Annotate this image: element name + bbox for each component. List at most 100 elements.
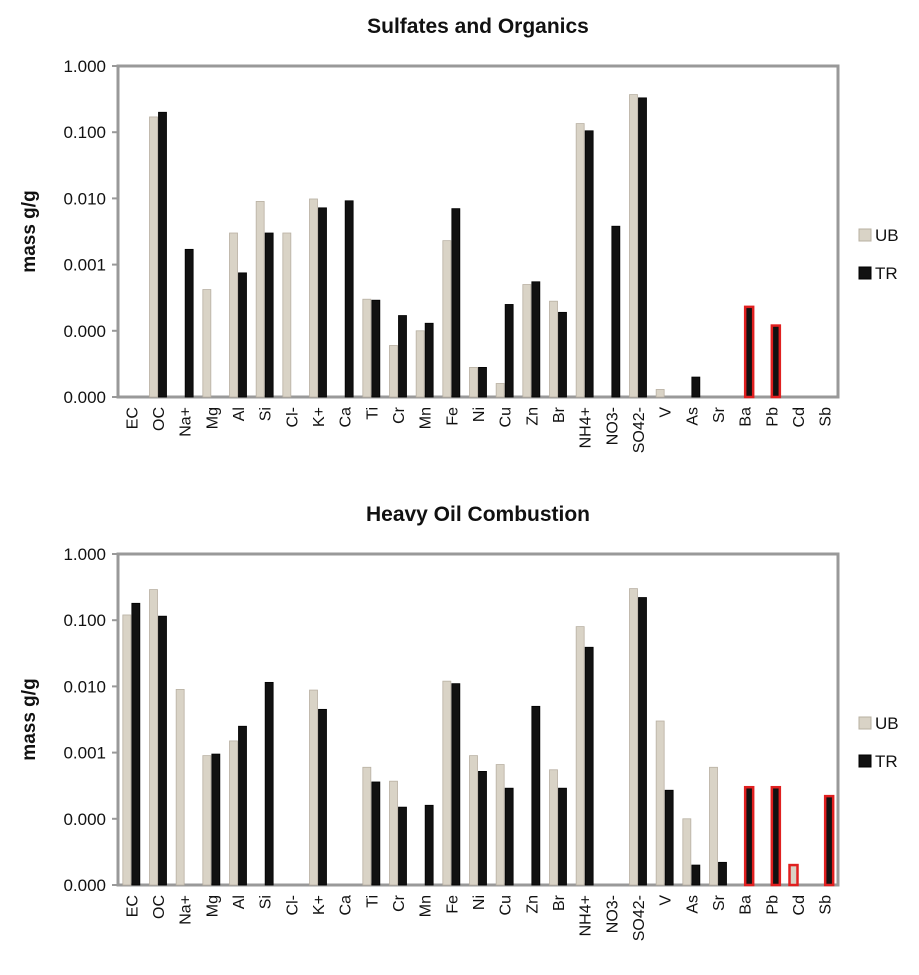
bar-tr-mg	[211, 753, 221, 886]
bar-ub-br	[549, 300, 558, 398]
bar-ub-sr	[709, 766, 718, 886]
bar-ub-si	[255, 201, 265, 398]
bar-tr-as	[691, 864, 701, 886]
bar-tr-so42	[638, 597, 647, 886]
x-tick-label: Pb	[764, 407, 781, 427]
x-tick-label: Cu	[498, 895, 515, 915]
bar-ub-mg	[202, 289, 212, 398]
x-tick-label: SO42-	[631, 895, 648, 941]
bar-tr-v	[664, 789, 674, 886]
x-tick-label: Ni	[471, 895, 488, 910]
bar-ub-k	[309, 689, 318, 886]
x-tick-label: Ca	[338, 407, 355, 428]
x-tick-label: EC	[124, 407, 141, 429]
y-tick-label: 0.000	[63, 322, 106, 341]
legend-swatch-tr	[858, 266, 872, 280]
x-tick-label: Cl-	[284, 895, 301, 915]
y-tick-label: 1.000	[63, 57, 106, 76]
legend-swatch-ub	[858, 716, 872, 730]
bar-ub-as	[682, 818, 692, 886]
x-tick-label: OC	[151, 895, 168, 919]
x-tick-label: Cr	[391, 406, 408, 424]
chart-title: Sulfates and Organics	[367, 15, 589, 38]
x-tick-label: Ca	[338, 895, 355, 916]
legend-label-ub: UB	[875, 714, 899, 733]
x-tick-label: V	[658, 895, 675, 906]
x-tick-label: Si	[258, 895, 275, 909]
y-tick-label: 0.000	[63, 810, 106, 829]
bar-tr-cu	[504, 304, 514, 398]
bar-ub-ni	[469, 755, 478, 886]
x-tick-label: OC	[151, 407, 168, 431]
bar-tr-br	[558, 787, 567, 886]
bar-ub-ec	[122, 614, 132, 886]
x-tick-label: Mn	[418, 895, 435, 917]
bar-tr-al	[238, 725, 247, 886]
bar-ub-so42	[629, 94, 638, 398]
x-tick-label: Mg	[204, 407, 221, 429]
bar-tr-no3	[611, 225, 621, 398]
bar-ub-v	[655, 720, 665, 886]
bar-ub-ti	[362, 298, 372, 398]
bar-tr-k	[318, 207, 327, 398]
legend-swatch-tr	[858, 754, 872, 768]
y-tick-label: 1.000	[63, 545, 106, 564]
x-tick-label: Sr	[711, 406, 728, 423]
legend-label-tr: TR	[875, 752, 898, 771]
x-tick-label: Sr	[711, 894, 728, 911]
y-tick-label: 0.000	[63, 876, 106, 895]
bar-tr-na	[184, 248, 194, 398]
x-tick-label: K+	[311, 407, 328, 427]
x-tick-label: SO42-	[631, 407, 648, 453]
bar-ub-fe	[442, 680, 452, 886]
x-tick-label: NO3-	[604, 407, 621, 445]
x-tick-label: Ba	[738, 407, 755, 427]
chart-sulfates-and-organics: Sulfates and Organics mass g/g 0.000 0.000 0…	[19, 15, 899, 453]
x-tick-label: Zn	[524, 895, 541, 914]
x-tick-label: Sb	[818, 407, 835, 427]
x-tick-label: As	[684, 895, 701, 914]
bar-ub-cd	[788, 863, 799, 887]
x-tick-label: Pb	[764, 895, 781, 915]
bar-ub-mn	[415, 330, 425, 398]
bar-ub-cr	[389, 780, 398, 886]
bar-tr-mn	[424, 804, 434, 886]
bar-tr-nh4	[584, 130, 594, 398]
x-tick-label: Ti	[364, 895, 381, 908]
y-axis-label: mass g/g	[19, 678, 40, 760]
bar-tr-fe	[451, 683, 461, 886]
plot-area-border	[116, 64, 840, 399]
x-tick-label: EC	[124, 895, 141, 917]
x-tick-label: Cl-	[284, 407, 301, 427]
legend-label-tr: TR	[875, 264, 898, 283]
x-tick-label: Mg	[204, 895, 221, 917]
x-tick-label: Na+	[178, 895, 195, 925]
x-tick-label: Fe	[444, 407, 461, 426]
x-tick-label: Cd	[791, 407, 808, 427]
x-tick-label: Br	[551, 406, 568, 423]
bar-tr-pb	[770, 785, 782, 887]
bar-tr-k	[318, 708, 327, 886]
bar-tr-cu	[504, 787, 514, 886]
bar-ub-k	[309, 198, 318, 398]
legend-swatch-ub	[858, 228, 872, 242]
bar-tr-sr	[718, 861, 727, 886]
y-tick-label: 0.100	[63, 123, 106, 142]
bar-tr-pb	[770, 324, 782, 399]
x-tick-label: Al	[231, 895, 248, 909]
x-tick-label: K+	[311, 895, 328, 915]
plot-area-border	[116, 552, 840, 887]
x-tick-label: Fe	[444, 895, 461, 914]
bar-tr-zn	[531, 281, 541, 398]
bar-ub-na	[175, 689, 185, 886]
bar-ub-zn	[522, 284, 532, 398]
legend-label-ub: UB	[875, 226, 899, 245]
bar-tr-ba	[743, 305, 755, 399]
bar-tr-cr	[398, 315, 407, 398]
bar-tr-ni	[478, 366, 487, 398]
bar-ub-ti	[362, 766, 372, 886]
bar-tr-ca	[344, 200, 354, 398]
bar-ub-cu	[495, 764, 505, 886]
bar-ub-al	[229, 232, 238, 398]
bar-ub-fe	[442, 240, 452, 398]
